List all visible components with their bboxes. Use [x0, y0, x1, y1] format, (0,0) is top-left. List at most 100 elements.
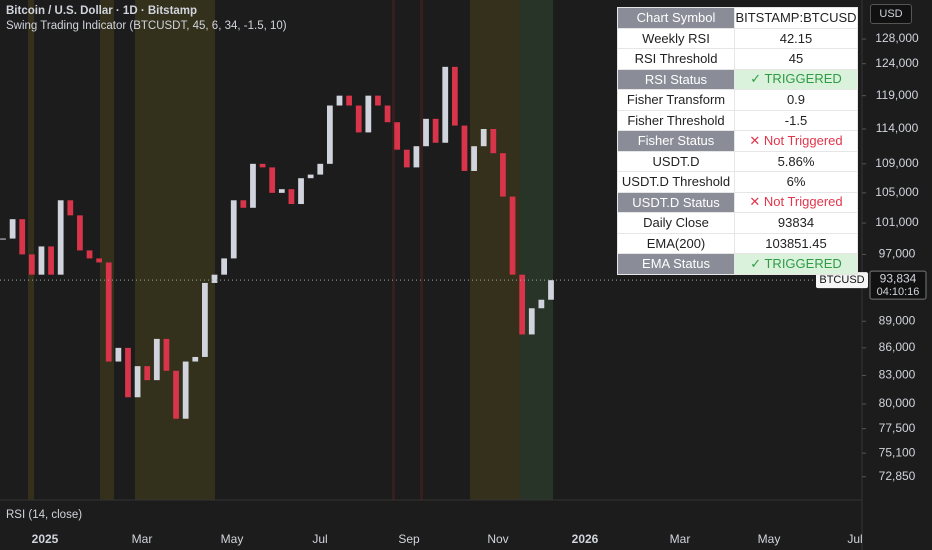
candle	[144, 366, 151, 381]
table-value: 6%	[734, 171, 858, 193]
table-value: 5.86%	[734, 150, 858, 172]
candle	[500, 153, 506, 197]
last-price-bg	[869, 270, 927, 300]
table-value: -1.5	[734, 109, 858, 131]
candle	[326, 105, 333, 164]
candle	[490, 128, 497, 154]
candle	[394, 122, 401, 150]
candle	[221, 258, 228, 275]
table-label: Fisher Transform	[617, 89, 735, 111]
candle	[134, 366, 141, 398]
table-label: USDT.D Threshold	[617, 171, 735, 193]
candle	[86, 250, 93, 259]
y-tick-label: 72,850	[879, 469, 916, 483]
currency-button[interactable]: USD	[870, 4, 912, 24]
candle	[519, 274, 526, 335]
indicator-title: Swing Trading Indicator (BTCUSDT, 45, 6,…	[6, 20, 287, 32]
candle	[423, 118, 429, 147]
candle	[269, 167, 276, 193]
table-row: Daily Close 93834	[617, 212, 858, 234]
table-row: USDT.D Threshold 6%	[617, 171, 858, 193]
candle	[230, 200, 237, 259]
candle	[182, 361, 189, 419]
countdown: 04:10:16	[877, 286, 920, 298]
y-tick-label: 119,000	[876, 88, 919, 102]
table-row: Weekly RSI 42.15	[617, 27, 858, 49]
y-tick-label: 83,000	[879, 368, 916, 382]
y-tick-label: 128,000	[875, 31, 919, 45]
candle	[240, 200, 247, 208]
candle	[153, 338, 160, 381]
table-label: EMA Status	[617, 253, 735, 275]
candle	[451, 66, 458, 126]
candle	[250, 163, 256, 208]
symbol-title: Bitcoin / U.S. Dollar · 1D · Bitstamp	[6, 5, 198, 17]
candle	[384, 105, 391, 123]
table-label: Fisher Threshold	[617, 109, 735, 131]
candle	[259, 163, 266, 168]
y-tick-label: 97,000	[879, 247, 916, 261]
candle	[336, 95, 343, 106]
candle	[38, 246, 45, 275]
candle	[346, 95, 352, 106]
candle	[317, 163, 324, 175]
candle	[442, 66, 449, 143]
candle	[355, 105, 362, 133]
candle	[28, 254, 35, 275]
x-tick-label: Mar	[670, 532, 691, 546]
x-tick-label: Nov	[487, 532, 508, 546]
table-label: Fisher Status	[617, 130, 735, 152]
y-tick-label: 89,000	[879, 313, 916, 327]
x-tick-label: May	[758, 532, 781, 546]
y-tick-label: 105,000	[875, 185, 919, 199]
candle	[77, 215, 83, 251]
candle	[307, 174, 314, 179]
symbol-label-bg	[816, 272, 868, 289]
table-value: ✓ TRIGGERED	[734, 68, 858, 90]
symbol-label: BTCUSD	[819, 274, 864, 286]
candle	[288, 189, 295, 205]
candle	[278, 189, 285, 193]
y-tick-label: 124,000	[875, 56, 919, 70]
y-tick-label: 75,100	[879, 445, 916, 459]
candle	[528, 308, 535, 335]
x-tick-label: 2026	[572, 532, 599, 546]
x-tick-label: Jul	[312, 532, 327, 546]
table-value: ✓ TRIGGERED	[734, 253, 858, 275]
y-tick-label: 114,000	[876, 121, 919, 135]
table-value: 103851.45	[734, 232, 858, 254]
candle	[0, 238, 6, 240]
table-row: USDT.D Status ✕ Not Triggered	[617, 191, 858, 213]
candle	[173, 370, 179, 419]
x-tick-label: May	[221, 532, 244, 546]
y-tick-label: 101,000	[875, 215, 919, 229]
table-label: USDT.D Status	[617, 191, 735, 213]
last-price-label: 93,834	[880, 271, 917, 285]
rsi-title: RSI (14, close)	[6, 509, 83, 521]
candle	[115, 347, 122, 362]
y-tick-label: 80,000	[879, 396, 916, 410]
candle	[509, 196, 516, 275]
candle	[480, 128, 487, 147]
table-row: Fisher Status ✕ Not Triggered	[617, 130, 858, 152]
x-tick-label: 2025	[32, 532, 59, 546]
candle	[192, 356, 199, 362]
y-tick-label: 109,000	[875, 156, 919, 170]
candle	[461, 125, 468, 171]
y-tick-label: 86,000	[879, 340, 916, 354]
candle	[96, 258, 103, 263]
table-row: Chart Symbol BITSTAMP:BTCUSD	[617, 7, 858, 29]
table-value: BITSTAMP:BTCUSD	[734, 7, 858, 29]
table-label: RSI Status	[617, 68, 735, 90]
table-value: 93834	[734, 212, 858, 234]
table-label: Weekly RSI	[617, 27, 735, 49]
table-row: RSI Threshold 45	[617, 48, 858, 70]
candle	[163, 338, 170, 371]
candle	[375, 95, 381, 106]
x-tick-label: Jul	[847, 532, 862, 546]
x-tick-label: Sep	[398, 532, 420, 546]
candle	[67, 200, 74, 216]
table-value: 45	[734, 48, 858, 70]
table-row: USDT.D 5.86%	[617, 150, 858, 172]
